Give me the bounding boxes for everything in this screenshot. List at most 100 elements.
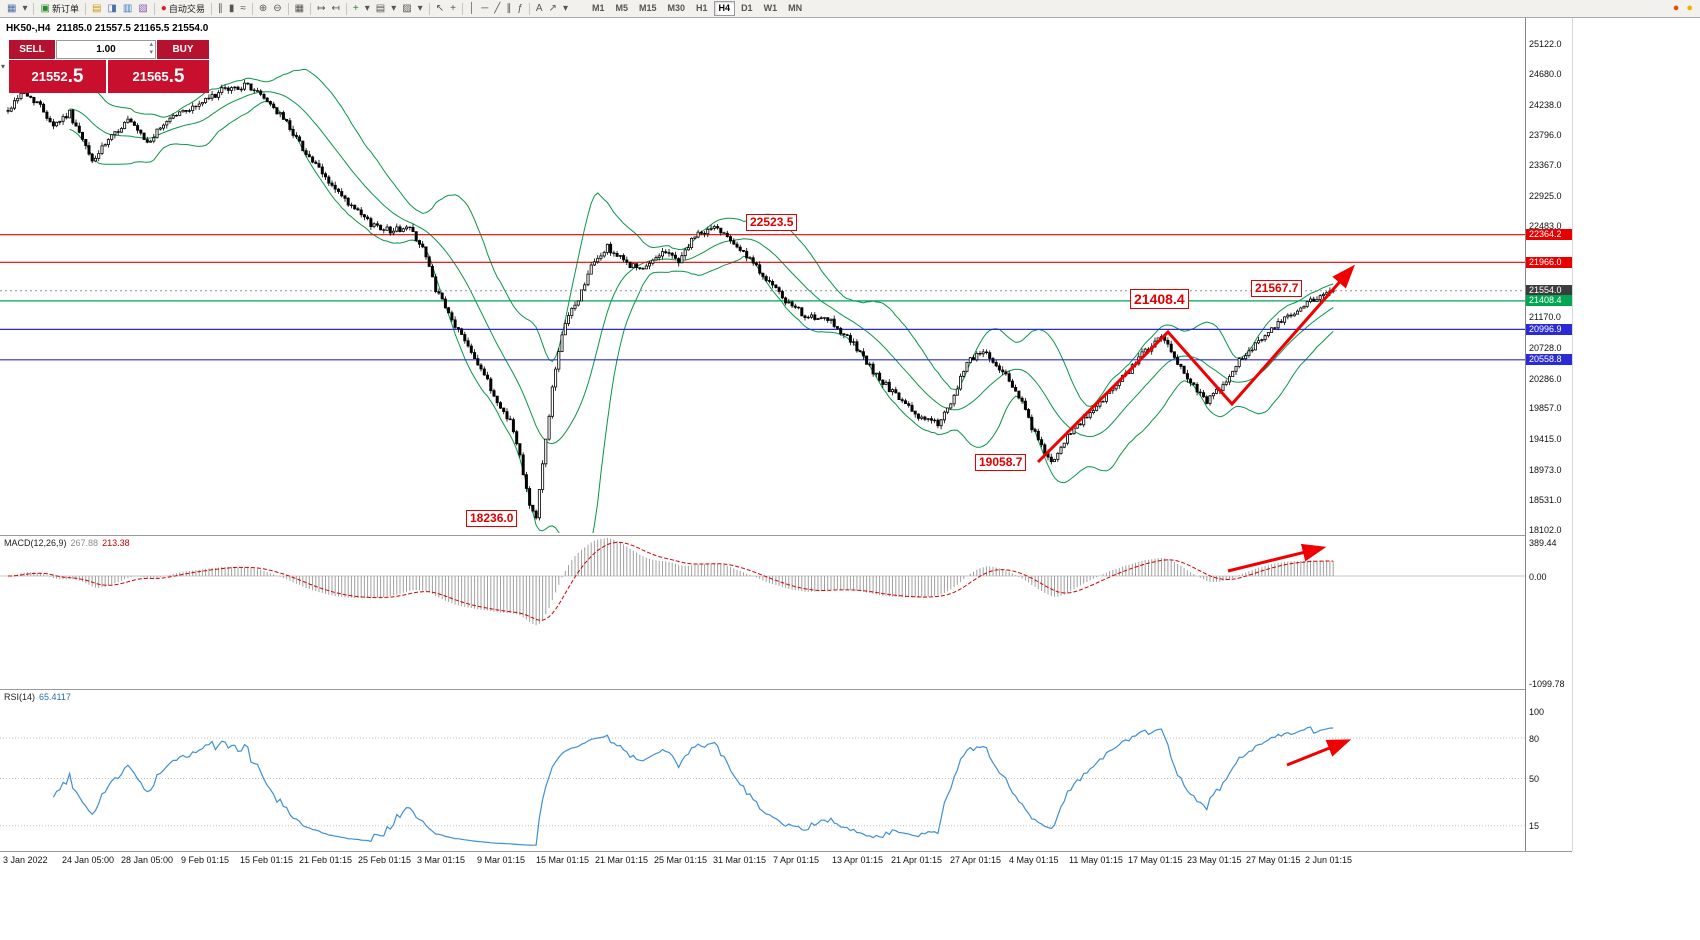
main-chart[interactable]: HK50-,H4 21185.0 21557.5 21165.5 21554.0 … [0,18,1525,533]
timeframe-h4[interactable]: H4 [713,1,736,16]
objects-dropdown[interactable]: ▾ [560,1,571,16]
autotrading-button[interactable]: ● 自动交易 [158,1,208,16]
navigator-button[interactable]: ▥ [120,1,135,16]
time-tick-label: 25 Mar 01:15 [654,855,708,865]
autotrading-button-label: 自动交易 [168,4,205,14]
panel-splitter-rsi[interactable] [0,689,1572,690]
volume-value[interactable]: 1.00 [96,44,116,55]
zoom-out-button-icon: ⊖ [273,2,282,14]
zoom-in-button[interactable]: ⊕ [256,1,270,16]
trend-arrow[interactable] [1036,264,1355,464]
indicators-button[interactable]: + [350,1,362,16]
timeframe-w1[interactable]: W1 [763,3,778,13]
fibonacci-button[interactable]: ƒ [514,1,526,16]
rsi-line [52,726,1334,846]
notifications-icon[interactable]: ● [1672,2,1680,14]
channel-button[interactable]: ∥ [503,1,514,16]
volume-up-icon[interactable]: ▴ [149,41,153,48]
fibonacci-button-icon: ƒ [517,2,523,14]
chart-window-dropdown[interactable]: ▾ [19,1,30,16]
indicators-dropdown[interactable]: ▾ [362,1,373,16]
volume-down-icon[interactable]: ▾ [149,49,153,56]
templates-dropdown[interactable]: ▾ [415,1,426,16]
timeframe-mn[interactable]: MN [788,3,803,13]
arrow-objects-button[interactable]: ↗ [546,1,560,16]
market-watch-button[interactable]: ▤ [89,1,104,16]
macd-signal-line [8,541,1334,621]
main-chart-canvas[interactable] [0,18,1525,533]
macd-panel[interactable]: MACD(12,26,9) 267.88 213.38 [0,536,1525,689]
one-click-trading-panel: SELL 1.00 ▴ ▾ BUY 21552.5 21565.5 [9,40,209,93]
vertical-line-button[interactable]: │ [466,1,478,16]
time-tick-label: 15 Feb 01:15 [240,855,294,865]
time-tick-label: 24 Jan 05:00 [62,855,115,865]
chart-window-button[interactable]: ▦ [4,1,19,16]
buy-button[interactable]: BUY [157,40,209,59]
toolbar-separator [210,2,212,15]
auto-scroll-button[interactable]: ↦ [314,1,328,16]
time-tick-label: 7 Apr 01:15 [773,855,820,865]
timeframe-h1[interactable]: H1 [696,3,708,13]
zoom-out-button[interactable]: ⊖ [270,1,284,16]
time-tick-label: 21 Mar 01:15 [595,855,649,865]
templates-button[interactable]: ▨ [399,1,414,16]
window-right-border [1572,18,1573,851]
price-tick-label: 23367.0 [1529,160,1562,170]
time-axis[interactable]: 3 Jan 2022 24 Jan 05:00 28 Jan 05:00 9 Feb … [0,852,1572,868]
text-label-button[interactable]: A [533,1,546,16]
time-tick-label: 15 Mar 01:15 [536,855,590,865]
rsi-canvas[interactable] [0,690,1525,851]
volume-steppers[interactable]: ▴ ▾ [149,41,153,57]
timeframe-m30[interactable]: M30 [667,3,686,13]
trendline-button-icon: ╱ [494,2,501,14]
line-chart-button[interactable]: ≈ [237,1,249,16]
symbol-ohlc: 21185.0 21557.5 21165.5 21554.0 [56,23,209,34]
timeframe-m15[interactable]: M15 [639,3,657,13]
price-annotation[interactable]: 19058.7 [975,454,1027,471]
crosshair-button[interactable]: + [447,1,459,16]
periods-button[interactable]: ▤ [373,1,388,16]
community-icon[interactable]: ● [1686,2,1693,14]
price-axis-badge: 21408.4 [1526,295,1572,306]
macd-canvas[interactable] [0,536,1525,689]
price-annotation[interactable]: 18236.0 [466,510,518,527]
trendline-button[interactable]: ╱ [491,1,503,16]
new-order-button-icon: ▣ [40,2,50,14]
price-tick-label: 21170.0 [1529,312,1561,322]
line-chart-button-icon: ≈ [240,2,246,14]
price-annotation[interactable]: 21567.7 [1251,280,1303,297]
time-tick-label: 28 Jan 05:00 [121,855,174,865]
volume-field[interactable]: 1.00 ▴ ▾ [56,40,156,59]
rsi-trend-arrow[interactable] [1286,739,1352,767]
periods-dropdown[interactable]: ▾ [388,1,399,16]
timeframe-d1[interactable]: D1 [741,3,753,13]
toolbar-separator [287,2,289,15]
toolbar-separator [345,2,347,15]
sell-price[interactable]: 21552.5 [9,60,106,93]
tile-windows-button-icon: ▦ [294,2,305,14]
new-order-button[interactable]: ▣ 新订单 [37,1,81,16]
timeframe-m5[interactable]: M5 [615,3,628,13]
chart-shift-button[interactable]: ↤ [328,1,342,16]
sell-button[interactable]: SELL [9,40,55,59]
rsi-panel[interactable]: RSI(14) 65.4117 [0,690,1525,851]
price-annotation[interactable]: 21408.4 [1130,289,1189,309]
macd-trend-arrow[interactable] [1227,543,1327,573]
candlestick-button[interactable]: ▮ [226,1,238,16]
timeframe-m1[interactable]: M1 [591,3,605,13]
buy-price[interactable]: 21565.5 [108,60,209,93]
ohlc-bars-button[interactable]: ∥ [215,1,226,16]
data-window-button[interactable]: ◨ [104,1,119,16]
price-axis[interactable]: 25122.0 24680.0 24238.0 23796.0 23367.0 22925… [1526,18,1572,851]
panel-splitter-macd[interactable] [0,535,1572,536]
terminal-button[interactable]: ▧ [135,1,150,16]
chart-window-button-icon: ▦ [7,2,17,14]
cursor-button[interactable]: ↖ [433,1,447,16]
horizontal-line-button[interactable]: ─ [478,1,491,16]
macd-axis-label: 0.00 [1529,572,1547,582]
one-click-collapse-icon[interactable]: ▾ [1,62,6,71]
rsi-name: RSI(14) [4,692,36,702]
price-annotation[interactable]: 22523.5 [746,214,798,231]
macd-axis-label: -1099.78 [1529,679,1565,689]
tile-windows-button[interactable]: ▦ [292,1,307,16]
